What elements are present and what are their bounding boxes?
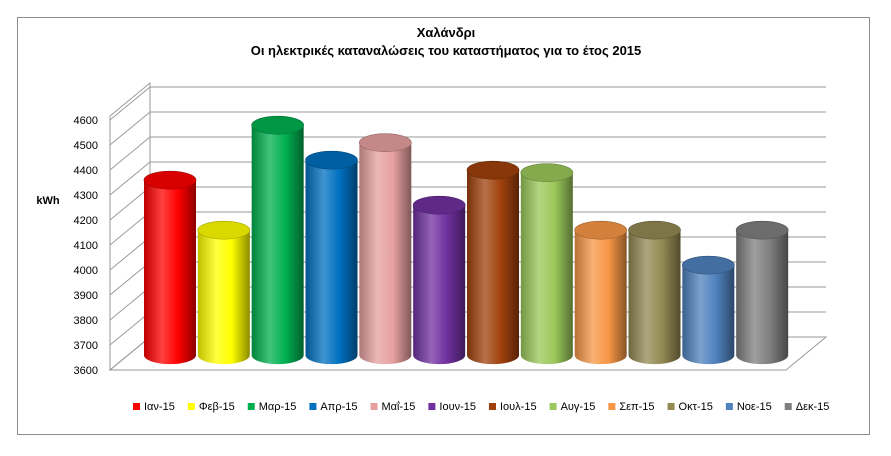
legend-item: Μαΐ-15 [370, 401, 416, 413]
legend-label: Σεπ-15 [619, 401, 654, 413]
legend-item: Μαρ-15 [247, 401, 297, 413]
bar [305, 150, 358, 365]
legend-item: Αυγ-15 [549, 401, 596, 413]
bar-body [574, 230, 627, 365]
legend-label: Μαΐ-15 [382, 401, 416, 413]
legend-label: Δεκ-15 [796, 401, 830, 413]
bar-body [628, 230, 681, 365]
legend-item: Σεπ-15 [608, 401, 655, 413]
bar-top [197, 220, 251, 240]
bar-top [466, 160, 520, 180]
legend-swatch [549, 403, 557, 410]
bar-body [197, 230, 250, 365]
y-tick-label: 3900 [74, 290, 98, 302]
chart-title: Χαλάνδρι [417, 25, 476, 40]
bar-top [682, 255, 735, 275]
bars [143, 115, 789, 365]
bar [412, 195, 466, 365]
bar [251, 115, 304, 365]
y-tick-label: 4100 [74, 240, 98, 252]
legend-swatch [187, 403, 195, 410]
legend-swatch [428, 403, 436, 410]
bar [143, 170, 197, 365]
bar-top [251, 115, 304, 135]
y-tick-label: 4500 [74, 140, 98, 152]
bar-top [574, 220, 627, 240]
chart-subtitle: Οι ηλεκτρικές καταναλώσεις του καταστήμα… [251, 43, 642, 58]
gridline [109, 136, 826, 171]
legend-swatch [608, 403, 616, 410]
bar-body [305, 160, 358, 365]
bar-top [520, 163, 574, 182]
y-tick-label: 3700 [74, 340, 98, 352]
gridline [109, 161, 826, 196]
bar-body [413, 205, 466, 365]
legend-swatch [370, 403, 378, 410]
legend-label: Ιαν-15 [144, 401, 175, 413]
y-tick-label: 3800 [74, 315, 98, 327]
bar [466, 160, 520, 365]
legend-label: Απρ-15 [320, 401, 357, 413]
chart-svg: Χαλάνδρι Οι ηλεκτρικές καταναλώσεις του … [36, 25, 829, 413]
bar-body [251, 125, 304, 365]
bar-top [628, 220, 681, 240]
bar [682, 255, 735, 365]
legend-swatch [247, 403, 255, 410]
legend-label: Φεβ-15 [199, 401, 235, 413]
bar-body [467, 170, 519, 365]
legend-label: Οκτ-15 [679, 401, 713, 413]
y-tick-label: 4400 [74, 165, 98, 177]
legend-label: Αυγ-15 [561, 401, 596, 413]
gridline [109, 111, 826, 146]
bar-top [735, 220, 789, 240]
bar [197, 220, 251, 365]
legend-item: Απρ-15 [309, 401, 358, 413]
legend-item: Φεβ-15 [187, 401, 235, 413]
bar [520, 163, 574, 365]
gridline [109, 86, 826, 121]
bar-top [412, 195, 466, 215]
bar [628, 220, 681, 365]
legend-label: Μαρ-15 [259, 401, 297, 413]
bar-body [682, 265, 735, 365]
legend-swatch [488, 403, 496, 410]
legend-item: Οκτ-15 [667, 401, 713, 413]
y-tick-label: 4000 [74, 265, 98, 277]
legend-item: Νοε-15 [725, 401, 772, 413]
legend-swatch [784, 403, 792, 410]
legend-item: Ιουν-15 [428, 401, 476, 413]
legend-label: Νοε-15 [737, 401, 772, 413]
bar-body [520, 172, 573, 365]
legend-item: Ιαν-15 [133, 401, 175, 413]
y-tick-label: 4200 [74, 215, 98, 227]
y-tick-label: 4300 [74, 190, 98, 202]
legend-swatch [667, 403, 675, 410]
bar-top [359, 133, 412, 152]
legend-item: Δεκ-15 [784, 401, 830, 413]
bar [574, 220, 627, 365]
legend-swatch [309, 403, 317, 410]
bar-body [144, 180, 196, 365]
y-tick-label: 3600 [74, 365, 98, 377]
bar [735, 220, 789, 365]
bar-body [736, 230, 789, 365]
y-tick-label: 4600 [74, 115, 98, 127]
bar-body [359, 142, 412, 365]
y-axis-ticks: 3600 3700 3800 3900 4000 4100 4200 4300 4400 4500… [74, 115, 98, 377]
legend-swatch [725, 403, 733, 410]
legend: Ιαν-15 Φεβ-15 Μαρ-15 Απρ-15 Μαΐ-15 Ιουν-15 Ιου… [133, 401, 829, 413]
legend-swatch [133, 403, 140, 410]
legend-label: Ιουλ-15 [500, 401, 537, 413]
bar-top [143, 170, 197, 190]
bar [359, 133, 412, 365]
chart-frame: Χαλάνδρι Οι ηλεκτρικές καταναλώσεις του … [17, 17, 870, 435]
legend-label: Ιουν-15 [439, 401, 476, 413]
bar-top [305, 150, 358, 170]
legend-item: Ιουλ-15 [488, 401, 537, 413]
y-axis-label: kWh [36, 195, 60, 207]
